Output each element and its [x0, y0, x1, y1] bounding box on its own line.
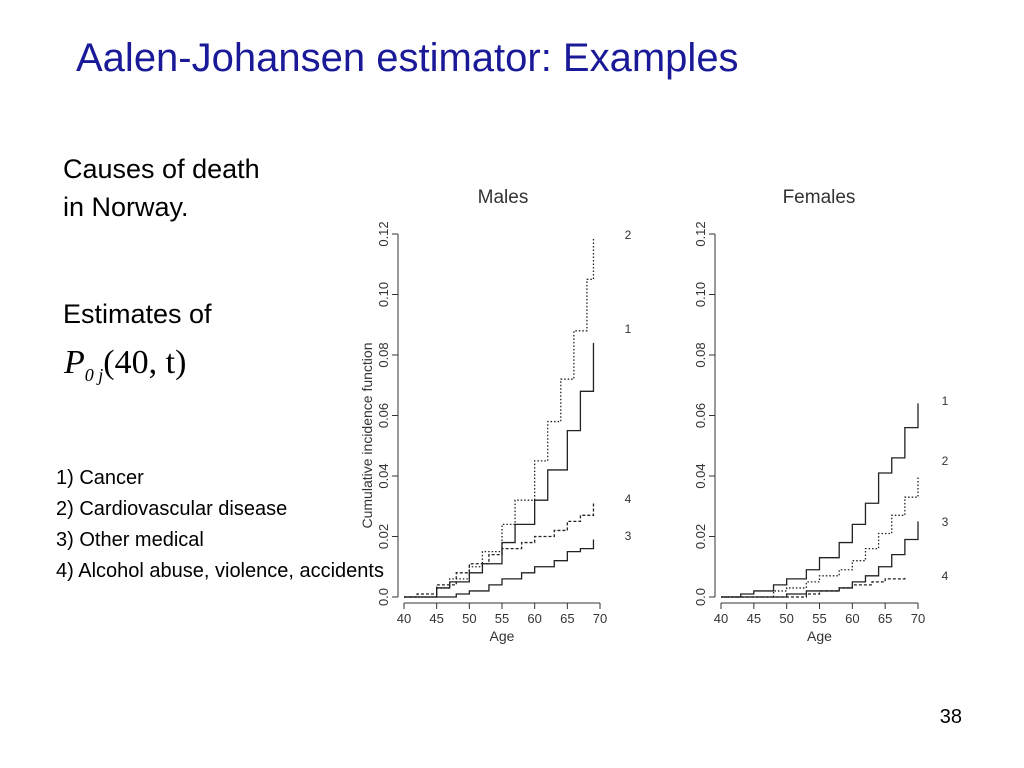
- males-x-tick-label: 45: [429, 611, 443, 626]
- females-y-tick-label: 0.06: [693, 403, 708, 428]
- page-number: 38: [939, 706, 962, 728]
- males-series-1-line: [404, 342, 595, 598]
- females-y-tick-label: 0.04: [693, 463, 708, 488]
- males-y-tick-label: 0.04: [376, 463, 391, 488]
- cause-item: 2) Cardiovascular disease: [56, 498, 288, 520]
- females-x-tick-label: 40: [714, 611, 728, 626]
- males-x-tick-label: 40: [397, 611, 411, 626]
- males-series-1-label: 1: [625, 322, 632, 336]
- males-y-tick-label: 0.06: [376, 403, 391, 428]
- males-x-tick-label: 50: [462, 611, 476, 626]
- slide-title: Aalen-Johansen estimator: Examples: [76, 36, 739, 80]
- formula-symbol: P: [64, 344, 85, 381]
- males-x-tick-label: 60: [527, 611, 541, 626]
- males-x-tick-label: 65: [560, 611, 574, 626]
- males-series-4-label: 4: [625, 492, 632, 506]
- males-x-axis-label: Age: [490, 628, 515, 644]
- females-x-tick-label: 60: [845, 611, 859, 626]
- males-y-tick-label: 0.02: [376, 524, 391, 549]
- females-y-tick-label: 0.10: [693, 282, 708, 307]
- males-y-tick-label: 0.08: [376, 342, 391, 367]
- females-x-tick-label: 50: [779, 611, 793, 626]
- males-series-4-line: [404, 503, 595, 598]
- females-y-tick-label: 0.02: [693, 524, 708, 549]
- males-y-tick-label: 0.10: [376, 282, 391, 307]
- females-x-tick-label: 65: [878, 611, 892, 626]
- cause-item: 1) Cancer: [56, 467, 144, 489]
- females-series-1-label: 1: [942, 394, 949, 408]
- females-y-tick-label: 0.0: [693, 588, 708, 606]
- males-y-tick-label: 0.12: [376, 221, 391, 246]
- males-x-tick-label: 70: [593, 611, 607, 626]
- females-series-3-line: [721, 521, 919, 598]
- intro-text: Causes of death in Norway.: [63, 154, 260, 222]
- males-series-3-label: 3: [625, 529, 632, 543]
- females-x-tick-label: 55: [812, 611, 826, 626]
- males-x-tick-label: 55: [495, 611, 509, 626]
- males-series-2-label: 2: [625, 228, 632, 242]
- females-series-1-line: [721, 403, 919, 598]
- males-y-axis-label: Cumulative incidence function: [359, 343, 375, 529]
- cause-list: 1) Cancer 2) Cardiovascular disease 3) O…: [56, 463, 384, 587]
- males-chart-title: Males: [478, 187, 529, 208]
- cause-item: 4) Alcohol abuse, violence, accidents: [56, 560, 384, 582]
- females-series-3-label: 3: [942, 515, 949, 529]
- formula-subscript: 0 j: [84, 365, 104, 385]
- males-y-tick-label: 0.0: [376, 588, 391, 606]
- females-x-tick-label: 45: [747, 611, 761, 626]
- females-series-2-line: [721, 476, 919, 598]
- cause-item: 3) Other medical: [56, 529, 204, 551]
- females-y-tick-label: 0.08: [693, 342, 708, 367]
- females-series-4-line: [721, 575, 906, 598]
- females-series-2-label: 2: [942, 454, 949, 468]
- females-x-tick-label: 70: [911, 611, 925, 626]
- females-series-4-label: 4: [942, 569, 949, 583]
- formula-args: (40, t): [103, 344, 187, 381]
- females-chart-title: Females: [783, 187, 856, 208]
- formula: P0 j(40, t): [64, 344, 186, 386]
- males-series-3-line: [404, 539, 595, 598]
- males-series-2-line: [404, 237, 595, 598]
- females-x-axis-label: Age: [807, 628, 832, 644]
- estimates-label: Estimates of: [63, 299, 212, 329]
- females-y-tick-label: 0.12: [693, 221, 708, 246]
